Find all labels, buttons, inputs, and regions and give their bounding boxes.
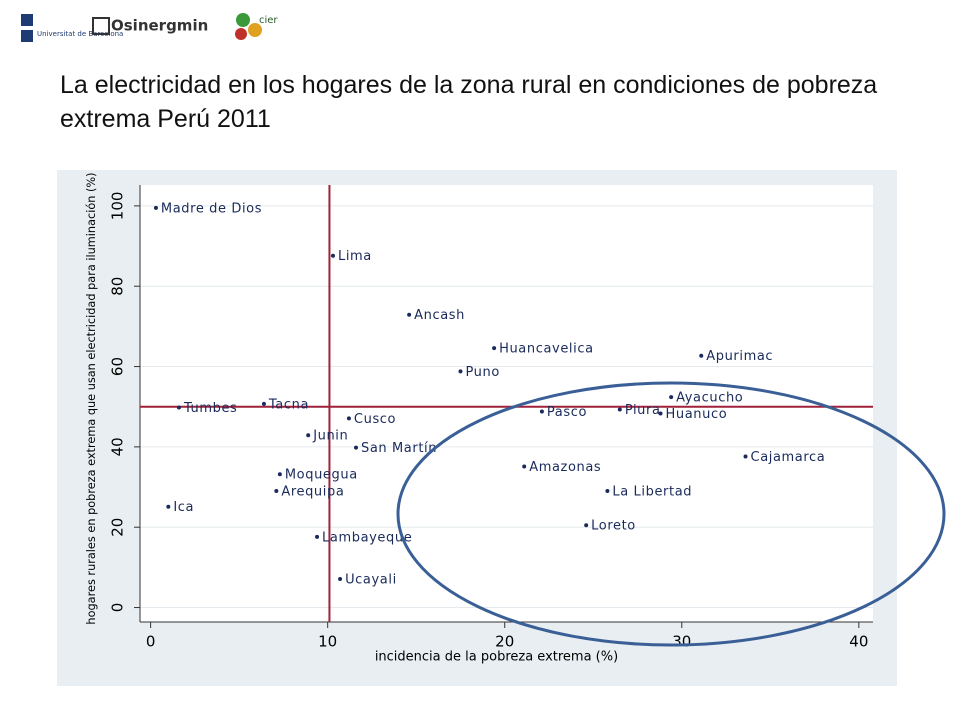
- point-label: Ancash: [414, 308, 465, 323]
- point-label: Huanuco: [666, 407, 728, 422]
- point: [153, 205, 158, 210]
- point: [330, 253, 335, 258]
- point-label: Amazonas: [529, 460, 601, 475]
- point: [166, 504, 171, 509]
- point-label: Junin: [312, 429, 348, 444]
- point: [699, 353, 704, 358]
- point: [261, 401, 266, 406]
- point-label: Loreto: [591, 519, 636, 534]
- point: [346, 416, 351, 421]
- chart-title: La electricidad en los hogares de la zon…: [60, 71, 878, 133]
- point-label: Tacna: [268, 397, 309, 412]
- point-label: Ayacucho: [676, 391, 743, 406]
- point-label: Moquegua: [285, 468, 358, 483]
- point-label: Huancavelica: [499, 342, 594, 357]
- cier-icon: [236, 13, 250, 27]
- point: [522, 464, 527, 469]
- point: [176, 405, 181, 410]
- point: [306, 433, 311, 438]
- ub-logo-text: Universitat de Barcelona: [37, 30, 123, 38]
- point-label: San Martín: [361, 441, 437, 456]
- point-label: Madre de Dios: [161, 201, 262, 216]
- point-label: La Libertad: [612, 485, 692, 500]
- x-tick-label: 10: [318, 633, 337, 651]
- point: [743, 454, 748, 459]
- y-tick-label: 40: [109, 437, 127, 456]
- point-label: Lima: [338, 249, 372, 264]
- point: [539, 409, 544, 414]
- point-label: Apurimac: [706, 349, 773, 364]
- cier-logo-text: cier: [259, 15, 278, 26]
- plot-region-background: [57, 170, 897, 686]
- point: [315, 534, 320, 539]
- point-label: Ucayali: [345, 573, 397, 588]
- point-label: Piura: [625, 403, 661, 418]
- point: [605, 489, 610, 494]
- cier-icon: [248, 23, 262, 37]
- x-tick-label: 0: [146, 633, 156, 651]
- point: [492, 346, 497, 351]
- point: [338, 577, 343, 582]
- point: [274, 489, 279, 494]
- x-tick-label: 30: [672, 633, 691, 651]
- ub-icon: [21, 30, 33, 42]
- cier-icon: [235, 28, 247, 40]
- x-tick-label: 20: [495, 633, 514, 651]
- point-label: Arequipa: [281, 485, 344, 500]
- x-axis-label: incidencia de la pobreza extrema (%): [375, 650, 618, 665]
- point: [277, 472, 282, 477]
- ub-icon: [21, 14, 33, 26]
- point: [407, 312, 412, 317]
- point: [658, 411, 663, 416]
- point: [617, 407, 622, 412]
- point-label: Tumbes: [183, 401, 238, 416]
- point: [458, 369, 463, 374]
- point-label: Cajamarca: [751, 450, 826, 465]
- y-tick-label: 20: [109, 518, 127, 537]
- point: [354, 445, 359, 450]
- point-label: Lambayeque: [322, 530, 412, 545]
- point: [669, 395, 674, 400]
- y-axis-label: hogares rurales en pobreza extrema que u…: [85, 172, 98, 624]
- y-tick-label: 0: [109, 603, 127, 613]
- osinergmin-logo-text: Osinergmin: [111, 17, 208, 35]
- point-label: Ica: [173, 500, 194, 515]
- point-label: Puno: [465, 365, 499, 380]
- point-label: Pasco: [547, 405, 587, 420]
- y-tick-label: 100: [109, 192, 127, 221]
- plot-area: [140, 185, 873, 622]
- point-label: Cusco: [354, 412, 396, 427]
- y-tick-label: 80: [109, 277, 127, 296]
- x-tick-label: 40: [849, 633, 868, 651]
- osinergmin-icon: [92, 17, 110, 35]
- y-tick-label: 60: [109, 357, 127, 376]
- point: [584, 523, 589, 528]
- highlight-ellipse: [396, 381, 946, 647]
- logos: Universitat de Barcelona Osinergmin cier: [21, 13, 278, 42]
